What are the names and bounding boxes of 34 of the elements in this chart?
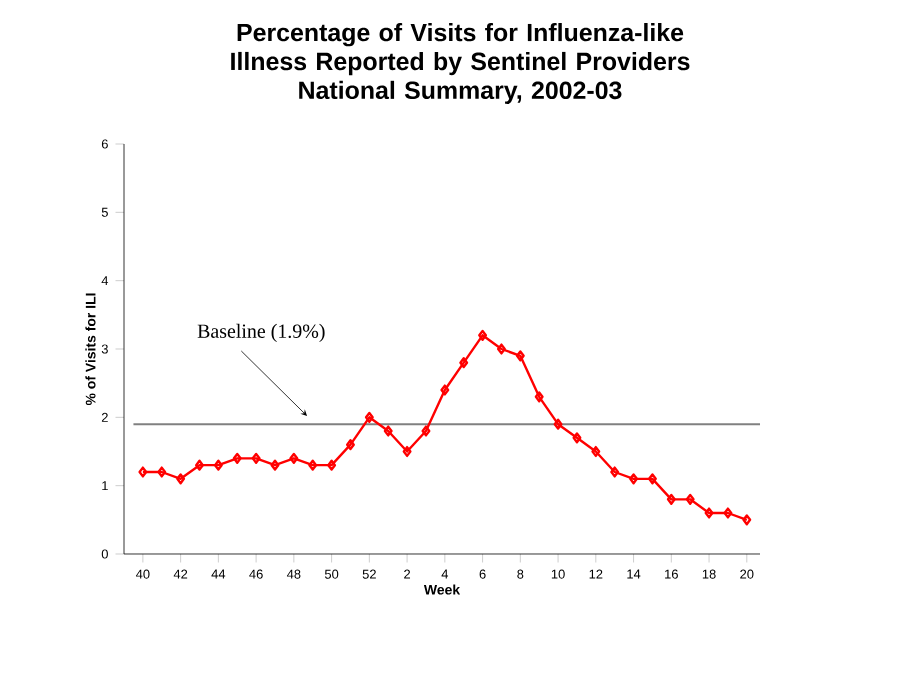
point [647, 473, 657, 485]
point [572, 432, 582, 444]
point [459, 357, 469, 369]
point [421, 425, 431, 437]
point [685, 493, 695, 505]
point [327, 459, 337, 471]
point [496, 343, 506, 355]
point [176, 473, 186, 485]
point [515, 350, 525, 362]
point [534, 391, 544, 403]
point [723, 507, 733, 519]
point [610, 466, 620, 478]
point [553, 418, 563, 430]
point [251, 452, 261, 464]
point [666, 493, 676, 505]
point [440, 384, 450, 396]
point [195, 459, 204, 471]
point [591, 445, 601, 458]
point [213, 459, 223, 471]
point [289, 452, 299, 464]
point [232, 452, 242, 464]
point [345, 439, 355, 451]
point [383, 425, 393, 437]
point [402, 445, 412, 458]
point [270, 459, 280, 471]
point [704, 507, 714, 519]
point [308, 459, 318, 471]
point [629, 473, 639, 485]
chart-subtitle: National Summary, 2002-03 [299, 80, 622, 105]
chart-title: Percentage of Visits for Influenza-like Illness Reported by Sentinel Providers [231, 23, 690, 76]
ref-line-label: Baseline (1.9%) [197, 323, 325, 342]
point [364, 411, 374, 423]
point [157, 466, 167, 478]
point [478, 329, 488, 341]
